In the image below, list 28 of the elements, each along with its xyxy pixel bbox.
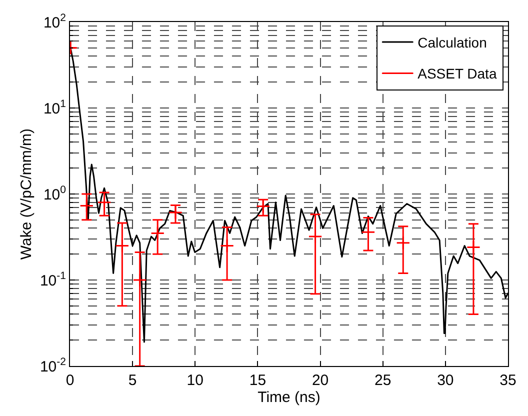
y-tick-label: 10$^{-1}$ xyxy=(40,270,66,290)
point xyxy=(466,240,481,254)
x-tick-label: 10 xyxy=(186,372,204,389)
x-tick-label: 30 xyxy=(437,372,454,389)
point xyxy=(150,226,165,240)
x-tick-label: 25 xyxy=(374,372,392,389)
point xyxy=(308,230,322,244)
x-tick-label: 35 xyxy=(500,372,516,389)
point xyxy=(80,198,94,213)
x-tick-label: 0 xyxy=(66,372,74,389)
legend-label: Calculation xyxy=(418,34,487,50)
x-tick-label: 5 xyxy=(128,372,137,389)
x-axis-title: Time (ns) xyxy=(258,389,320,406)
point xyxy=(132,272,147,288)
point xyxy=(220,238,234,253)
point xyxy=(168,205,183,220)
y-tick-label: 10$^{-2}$ xyxy=(40,356,66,376)
x-tick-label: 15 xyxy=(249,372,266,389)
point xyxy=(97,195,112,210)
y-tick-label: 10$^{1}$ xyxy=(43,98,66,118)
point xyxy=(361,225,376,240)
y-tick-label: 10$^{2}$ xyxy=(43,12,66,32)
point xyxy=(115,238,130,253)
y-tick-label: 10$^{0}$ xyxy=(43,184,66,204)
legend-label: ASSET Data xyxy=(418,66,497,82)
x-tick-label: 20 xyxy=(312,372,329,389)
point xyxy=(396,236,410,250)
y-axis-title: Wake (V/pC/mm/m) xyxy=(18,128,36,260)
